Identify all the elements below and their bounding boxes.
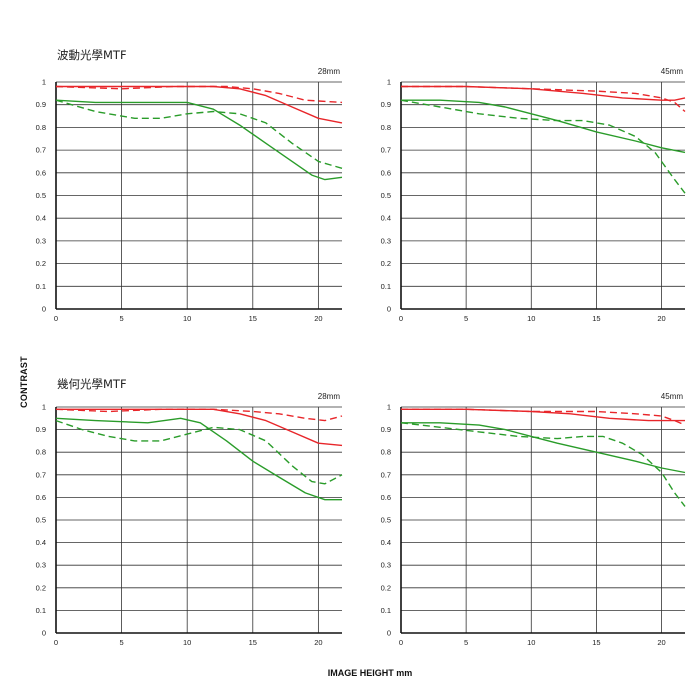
x-tick-label: 20 [314, 314, 322, 323]
series-line-green-dashed [400, 99, 686, 194]
series-line-red-solid [401, 408, 685, 422]
series-line-red-dashed [55, 408, 343, 422]
mtf-chart-3: 00.10.20.30.40.50.60.70.80.910 5 10 15 2028m… [36, 392, 343, 647]
y-tick-label: 0 [387, 305, 391, 314]
y-tick-label: 0.7 [381, 470, 391, 479]
x-axis-label: IMAGE HEIGHT mm [327, 668, 413, 678]
series-line-green-solid [401, 99, 686, 154]
x-tick-label: 20 [657, 314, 665, 323]
y-tick-label: 0.1 [36, 282, 46, 291]
y-tick-label: 0.3 [36, 561, 46, 570]
y-tick-label: 0.8 [381, 123, 391, 132]
x-tick-label: 15 [592, 638, 600, 647]
series-line-red-solid [56, 408, 343, 447]
y-tick-label: 0.8 [381, 448, 391, 457]
series-line-red-dashed [401, 408, 686, 426]
x-tick-label: 10 [527, 638, 535, 647]
series-line-red-solid [401, 85, 686, 101]
y-tick-label: 1 [387, 78, 391, 87]
y-tick-label: 0.4 [36, 214, 46, 223]
focal-length-label: 28mm [318, 392, 341, 401]
y-tick-label: 0.2 [381, 583, 391, 592]
series-line-red-dashed [401, 85, 686, 113]
focal-length-label: 45mm [661, 67, 684, 76]
x-tick-label: 15 [249, 638, 257, 647]
y-tick-label: 0.5 [36, 516, 46, 525]
y-tick-label: 0.5 [381, 516, 391, 525]
x-tick-label: 10 [183, 314, 191, 323]
y-tick-label: 0.9 [381, 100, 391, 109]
y-tick-label: 1 [42, 78, 46, 87]
y-tick-label: 0.9 [381, 425, 391, 434]
y-tick-label: 1 [42, 403, 46, 412]
y-tick-label: 0.1 [381, 282, 391, 291]
y-tick-label: 0.9 [36, 425, 46, 434]
y-tick-label: 0.4 [381, 214, 391, 223]
x-tick-label: 0 [399, 314, 403, 323]
focal-length-label: 28mm [318, 67, 341, 76]
y-tick-label: 0.3 [381, 236, 391, 245]
series-line-green-dashed [400, 422, 686, 507]
y-tick-label: 0.6 [36, 168, 46, 177]
y-tick-label: 0 [42, 305, 46, 314]
y-tick-label: 0.7 [36, 470, 46, 479]
x-tick-label: 15 [249, 314, 257, 323]
x-tick-label: 5 [464, 314, 468, 323]
x-tick-label: 5 [464, 638, 468, 647]
y-tick-label: 0.2 [381, 259, 391, 268]
x-tick-label: 0 [54, 314, 58, 323]
y-tick-label: 0.7 [36, 146, 46, 155]
x-tick-label: 0 [399, 638, 403, 647]
y-tick-label: 0.1 [381, 606, 391, 615]
series-line-red-dashed [55, 85, 343, 104]
mtf-chart-4: 00.10.20.30.40.50.60.70.80.910 5 10 15 2045m… [381, 392, 686, 647]
y-tick-label: 0.2 [36, 583, 46, 592]
x-tick-label: 20 [314, 638, 322, 647]
x-tick-label: 5 [120, 638, 124, 647]
y-tick-label: 0.6 [381, 493, 391, 502]
y-tick-label: 0 [387, 629, 391, 638]
y-tick-label: 0.1 [36, 606, 46, 615]
section-title-geometric-optics: 幾何光學MTF [57, 377, 127, 391]
y-tick-label: 0.4 [381, 538, 391, 547]
x-tick-label: 15 [592, 314, 600, 323]
y-tick-label: 0.5 [381, 191, 391, 200]
y-tick-label: 0.2 [36, 259, 46, 268]
series-line-green-dashed [55, 419, 343, 485]
section-title-wave-optics: 波動光學MTF [57, 48, 127, 62]
y-tick-label: 0.8 [36, 123, 46, 132]
y-tick-label: 0 [42, 629, 46, 638]
mtf-chart-2: 00.10.20.30.40.50.60.70.80.910 5 10 15 2045m… [381, 67, 686, 323]
y-tick-label: 0.6 [36, 493, 46, 502]
mtf-chart-1: 00.10.20.30.40.50.60.70.80.910 5 10 15 2028m… [36, 67, 343, 323]
y-tick-label: 0.7 [381, 146, 391, 155]
series-line-red-solid [56, 85, 343, 124]
y-tick-label: 0.4 [36, 538, 46, 547]
x-tick-label: 5 [120, 314, 124, 323]
series-line-green-solid [401, 422, 686, 474]
series-line-green-solid [55, 99, 343, 181]
focal-length-label: 45mm [661, 392, 684, 401]
y-tick-label: 0.3 [36, 236, 46, 245]
x-tick-label: 20 [657, 638, 665, 647]
y-tick-label: 0.9 [36, 100, 46, 109]
y-tick-label: 0.6 [381, 168, 391, 177]
y-tick-label: 1 [387, 403, 391, 412]
y-tick-label: 0.5 [36, 191, 46, 200]
x-tick-label: 0 [54, 638, 58, 647]
series-line-green-solid [55, 417, 342, 501]
y-tick-label: 0.8 [36, 448, 46, 457]
x-tick-label: 10 [183, 638, 191, 647]
x-tick-label: 10 [527, 314, 535, 323]
series-line-green-dashed [55, 99, 343, 169]
y-tick-label: 0.3 [381, 561, 391, 570]
